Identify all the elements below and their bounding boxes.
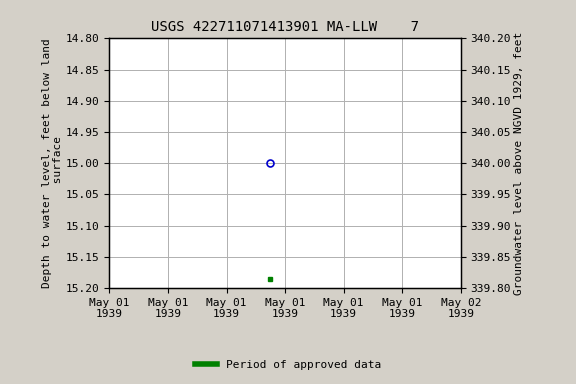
Legend: Period of approved data: Period of approved data xyxy=(191,356,385,375)
Y-axis label: Groundwater level above NGVD 1929, feet: Groundwater level above NGVD 1929, feet xyxy=(514,31,524,295)
Y-axis label: Depth to water level, feet below land
 surface: Depth to water level, feet below land su… xyxy=(41,38,63,288)
Title: USGS 422711071413901 MA-LLW    7: USGS 422711071413901 MA-LLW 7 xyxy=(151,20,419,35)
